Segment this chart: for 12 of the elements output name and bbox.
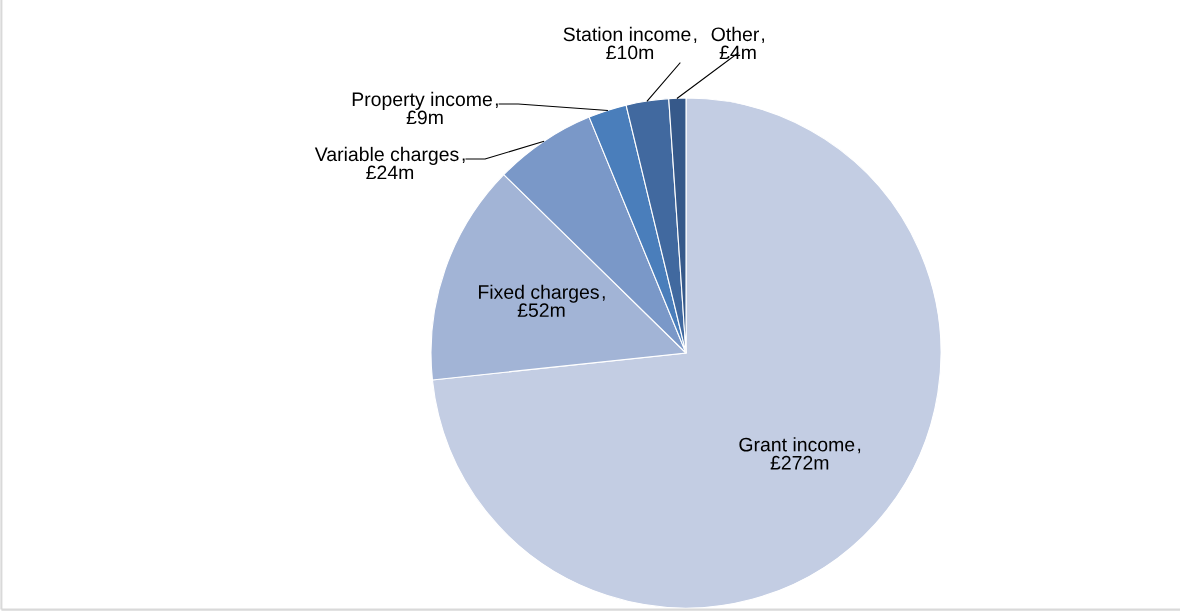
slice-label: Property income	[352, 91, 492, 110]
data-label: £10m	[606, 45, 654, 60]
data-label: £24m	[366, 165, 414, 180]
data-label: £272m	[770, 455, 829, 470]
data-label: £52m	[517, 303, 565, 318]
slice-label: Grant income	[739, 437, 855, 452]
slice-label: Fixed charges	[479, 284, 599, 303]
slice-label: Other	[711, 26, 759, 42]
slice-label: Station income	[563, 26, 691, 42]
data-label: £4m	[719, 45, 756, 60]
data-label: £9m	[406, 110, 443, 125]
slice-label: Variable charges	[314, 146, 459, 165]
